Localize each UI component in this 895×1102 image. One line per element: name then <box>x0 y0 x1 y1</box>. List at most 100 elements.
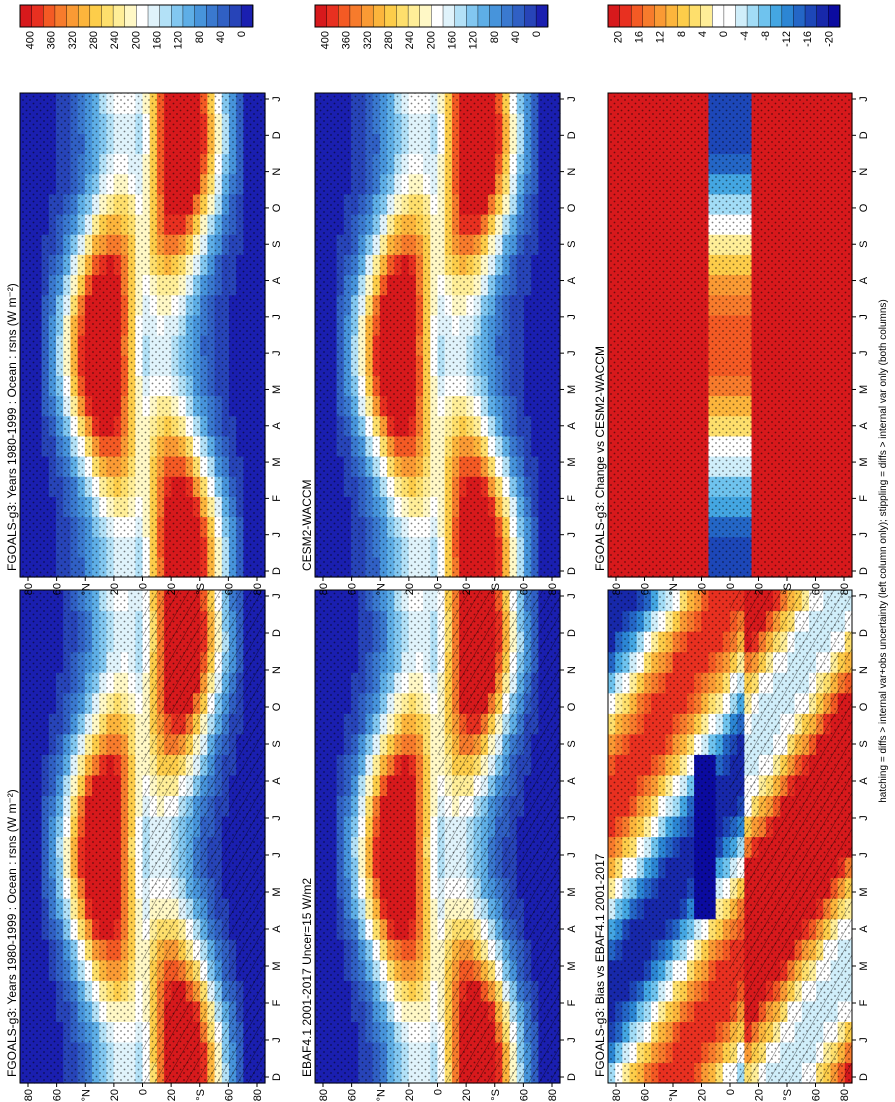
month-tick-label: J <box>858 593 870 599</box>
month-tick-label: F <box>566 999 578 1006</box>
colorbar-tick-label: 160 <box>152 31 164 49</box>
lat-tick-label: °S <box>490 1089 502 1101</box>
panel-5: 80 60 °N 20 0 20 °S 60 80DJFMAMJJASONDJFGOALS-g3… <box>593 589 870 1101</box>
month-tick-label: S <box>566 740 578 747</box>
lat-tick-label: °N <box>375 583 387 595</box>
month-tick-label: M <box>566 385 578 394</box>
colorbar-tick-label: 40 <box>510 31 522 43</box>
colorbar-swatch <box>159 4 172 28</box>
lat-tick-label: °N <box>668 1089 680 1101</box>
colorbar-swatch <box>524 4 537 28</box>
lat-tick-label: 60 <box>518 583 530 595</box>
month-tick-label: J <box>566 815 578 821</box>
month-tick-label: A <box>566 777 578 785</box>
month-tick-label: D <box>271 567 283 575</box>
colorbar-swatch <box>205 4 219 28</box>
month-tick-label: S <box>271 241 283 248</box>
lat-tick-label: 20 <box>166 583 178 595</box>
month-tick-label: M <box>271 457 283 466</box>
month-tick-label: D <box>858 629 870 637</box>
colorbar-swatch <box>407 4 421 28</box>
month-tick-label: M <box>566 457 578 466</box>
colorbar-tick-label: 320 <box>362 31 374 49</box>
month-tick-label: O <box>271 702 283 711</box>
colorbar-swatch <box>489 4 502 28</box>
lat-tick-label: 80 <box>23 583 35 595</box>
month-tick-label: A <box>858 777 870 785</box>
month-tick-label: N <box>858 666 870 674</box>
colorbar-swatch <box>19 4 33 28</box>
month-tick-label: A <box>271 276 283 284</box>
lat-tick-label: °S <box>195 583 207 595</box>
colorbar-tick-label: 360 <box>341 31 353 49</box>
month-tick-label: N <box>566 666 578 674</box>
month-tick-label: A <box>566 276 578 284</box>
month-tick-label: J <box>271 815 283 821</box>
month-tick-label: D <box>566 567 578 575</box>
colorbar-swatch <box>326 4 339 28</box>
colorbar-swatch <box>431 4 444 28</box>
colorbar-swatch <box>384 4 398 28</box>
lat-tick-label: 60 <box>640 1089 652 1101</box>
month-tick-label: F <box>271 999 283 1006</box>
colorbar-swatch <box>314 4 328 28</box>
colorbar-swatch <box>338 4 351 28</box>
lat-tick-label: 60 <box>811 1089 823 1101</box>
month-tick-label: J <box>858 852 870 858</box>
month-tick-label: D <box>271 1073 283 1081</box>
month-tick-label: A <box>566 925 578 933</box>
month-tick-label: F <box>271 495 283 502</box>
colorbar-swatch <box>43 4 56 28</box>
lat-tick-label: °N <box>375 1089 387 1101</box>
month-tick-label: F <box>566 495 578 502</box>
month-tick-label: J <box>271 593 283 599</box>
month-tick-label: S <box>566 241 578 248</box>
lat-tick-label: 80 <box>252 583 264 595</box>
month-tick-label: D <box>858 1073 870 1081</box>
panel-1: 80 60 °N 20 0 20 °S 60 80DJFMAMJJASONDJFGOALS-g3… <box>5 589 283 1101</box>
lat-tick-label: °S <box>195 1089 207 1101</box>
panel-title: CESM2-WACCM <box>300 479 314 571</box>
lat-tick-label: 20 <box>697 1089 709 1101</box>
lat-tick-label: 0 <box>138 1089 150 1095</box>
lat-tick-label: 60 <box>223 1089 235 1101</box>
panel-title: FGOALS-g3: Bias vs EBAF4.1 2001-2017 <box>593 853 607 1077</box>
month-tick-label: J <box>271 532 283 538</box>
colorbar-tick-label: 200 <box>130 31 142 49</box>
month-tick-label: J <box>566 1037 578 1043</box>
lat-tick-label: 60 <box>347 1089 359 1101</box>
colorbar-swatch <box>477 4 491 28</box>
colorbar-swatch <box>512 4 526 28</box>
colorbar-swatch <box>77 4 91 28</box>
colorbar-swatch <box>396 4 409 28</box>
colorbar-tick-label: 0 <box>531 31 543 37</box>
lat-tick-label: 20 <box>461 1089 473 1101</box>
month-tick-label: O <box>858 702 870 711</box>
lat-tick-label: 60 <box>52 1089 64 1101</box>
lat-tick-label: 20 <box>404 583 416 595</box>
colorbar-frame <box>314 4 549 28</box>
month-tick-label: M <box>858 887 870 896</box>
month-tick-label: O <box>566 203 578 212</box>
month-tick-label: J <box>566 96 578 102</box>
lat-tick-label: 20 <box>754 1089 766 1101</box>
month-tick-label: N <box>271 666 283 674</box>
colorbar-swatch <box>454 4 467 28</box>
colorbar-tick-label: 400 <box>320 31 332 49</box>
month-tick-label: J <box>858 1037 870 1043</box>
panel-title: FGOALS-g3: Years 1980-1999 : Ocean : rsn… <box>5 283 19 571</box>
month-tick-label: A <box>271 421 283 429</box>
colorbar-swatch <box>466 4 479 28</box>
colorbar-frame <box>19 4 254 28</box>
month-tick-label: A <box>271 925 283 933</box>
stippling-overlay <box>315 93 560 577</box>
month-tick-label: N <box>566 168 578 176</box>
lat-tick-label: 20 <box>109 583 121 595</box>
colorbar-tick-label: 400 <box>25 31 37 49</box>
lat-tick-label: 20 <box>166 1089 178 1101</box>
colorbar-tick-label: 160 <box>447 31 459 49</box>
colorbar-tick-label: 0 <box>236 31 248 37</box>
colorbar-swatch <box>182 4 196 28</box>
month-tick-label: N <box>271 168 283 176</box>
